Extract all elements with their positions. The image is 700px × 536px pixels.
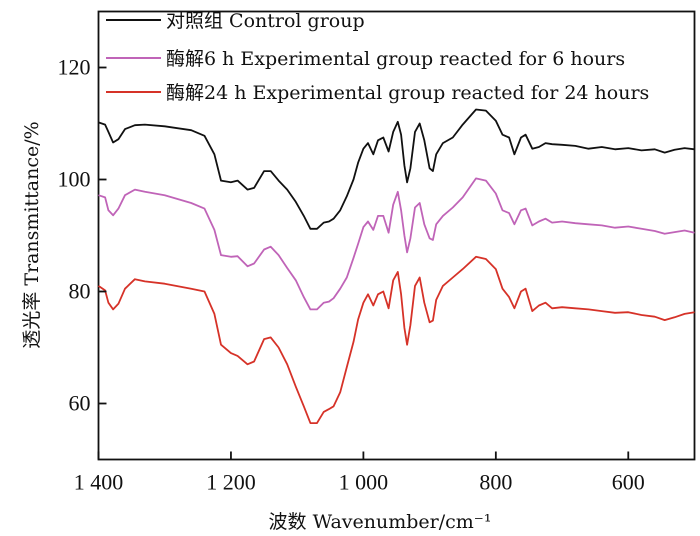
x-tick-label: 600 — [612, 470, 645, 495]
y-tick-label: 120 — [58, 55, 91, 80]
series-line-2 — [97, 255, 695, 424]
x-tick-label: 1 400 — [74, 470, 124, 495]
y-tick-label: 60 — [69, 391, 91, 416]
legend-label-6h: 酶解6 h Experimental group reacted for 6 h… — [166, 48, 625, 70]
plot-frame — [97, 10, 696, 461]
series-group — [97, 108, 695, 424]
series-line-0 — [98, 108, 695, 230]
x-axis-ticks: 1 400 1 200 1 000 800 600 — [74, 451, 645, 495]
x-tick-label: 800 — [479, 470, 512, 495]
legend-label-control: 对照组 Control group — [166, 10, 365, 32]
legend: 对照组 Control group 酶解6 h Experimental gro… — [106, 10, 649, 104]
y-axis-ticks: 60 80 100 120 — [58, 55, 107, 416]
y-tick-label: 80 — [69, 279, 91, 304]
x-tick-label: 1 000 — [339, 470, 389, 495]
series-line-1 — [98, 177, 695, 311]
legend-label-24h: 酶解24 h Experimental group reacted for 24… — [166, 82, 649, 104]
x-tick-label: 1 200 — [206, 470, 256, 495]
y-axis-title: 透光率 Transmittance/% — [21, 121, 43, 348]
x-axis-title: 波数 Wavenumber/cm⁻¹ — [269, 511, 492, 533]
y-tick-label: 100 — [58, 167, 91, 192]
